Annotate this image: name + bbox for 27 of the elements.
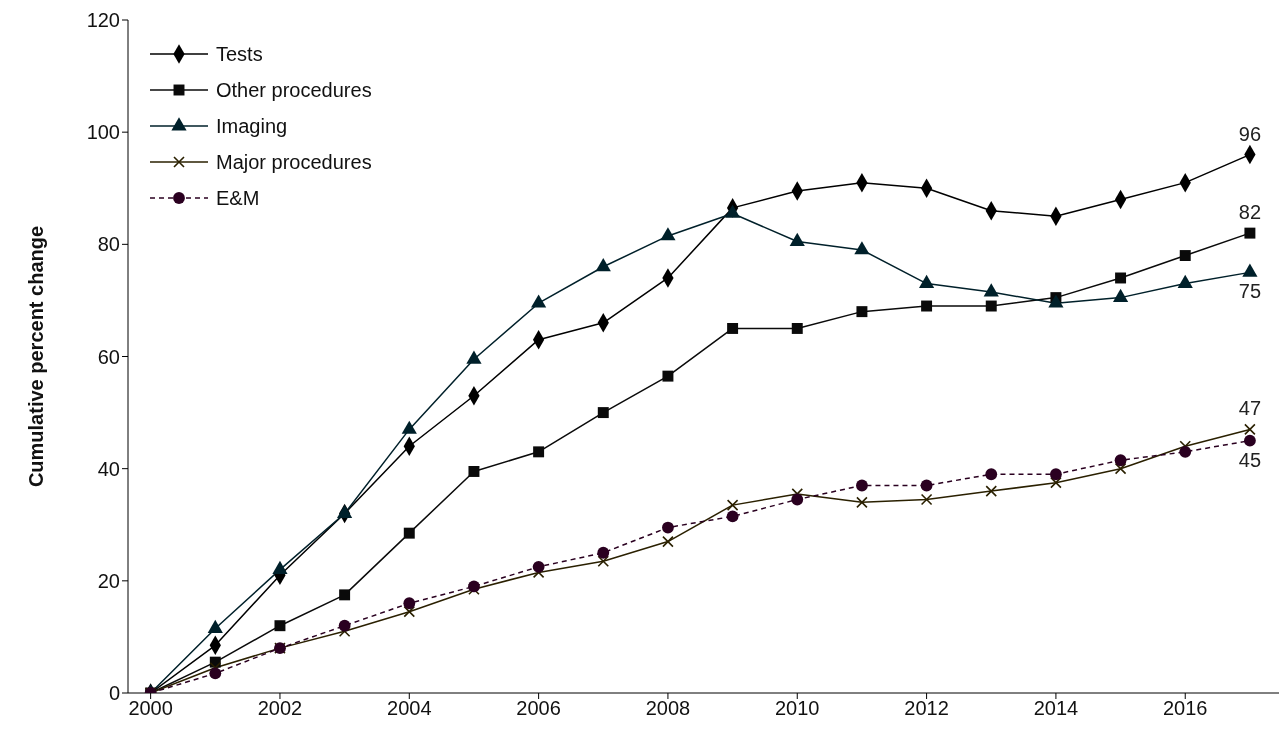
- legend-label: Other procedures: [216, 78, 372, 102]
- x-tick-label: 2010: [775, 697, 820, 720]
- y-tick-label: 20: [97, 569, 120, 592]
- y-tick-label: 80: [97, 233, 120, 256]
- y-axis-title: Cumulative percent change: [25, 225, 48, 488]
- x-tick-label: 2008: [645, 697, 691, 720]
- data-label: 96: [1238, 122, 1262, 145]
- y-tick-label: 60: [97, 345, 120, 368]
- x-tick-label: 2006: [516, 697, 561, 720]
- legend-label: E&M: [216, 186, 260, 210]
- legend-label: Tests: [216, 42, 263, 66]
- data-label: 75: [1238, 280, 1262, 303]
- x-tick-label: 2000: [128, 697, 173, 720]
- x-tick-label: 2012: [904, 697, 949, 720]
- data-label: 47: [1238, 397, 1262, 420]
- data-label: 45: [1238, 448, 1262, 471]
- data-label: 82: [1238, 201, 1262, 224]
- x-tick-label: 2016: [1162, 697, 1208, 720]
- x-tick-label: 2002: [257, 697, 303, 720]
- y-tick-label: 120: [86, 9, 120, 32]
- y-tick-label: 100: [86, 121, 120, 144]
- y-tick-label: 40: [97, 457, 120, 480]
- y-tick-label: 0: [108, 682, 120, 705]
- x-tick-label: 2004: [387, 697, 432, 720]
- x-tick-label: 2014: [1033, 697, 1079, 720]
- legend-label: Imaging: [216, 114, 288, 138]
- legend-label: Major procedures: [216, 150, 372, 174]
